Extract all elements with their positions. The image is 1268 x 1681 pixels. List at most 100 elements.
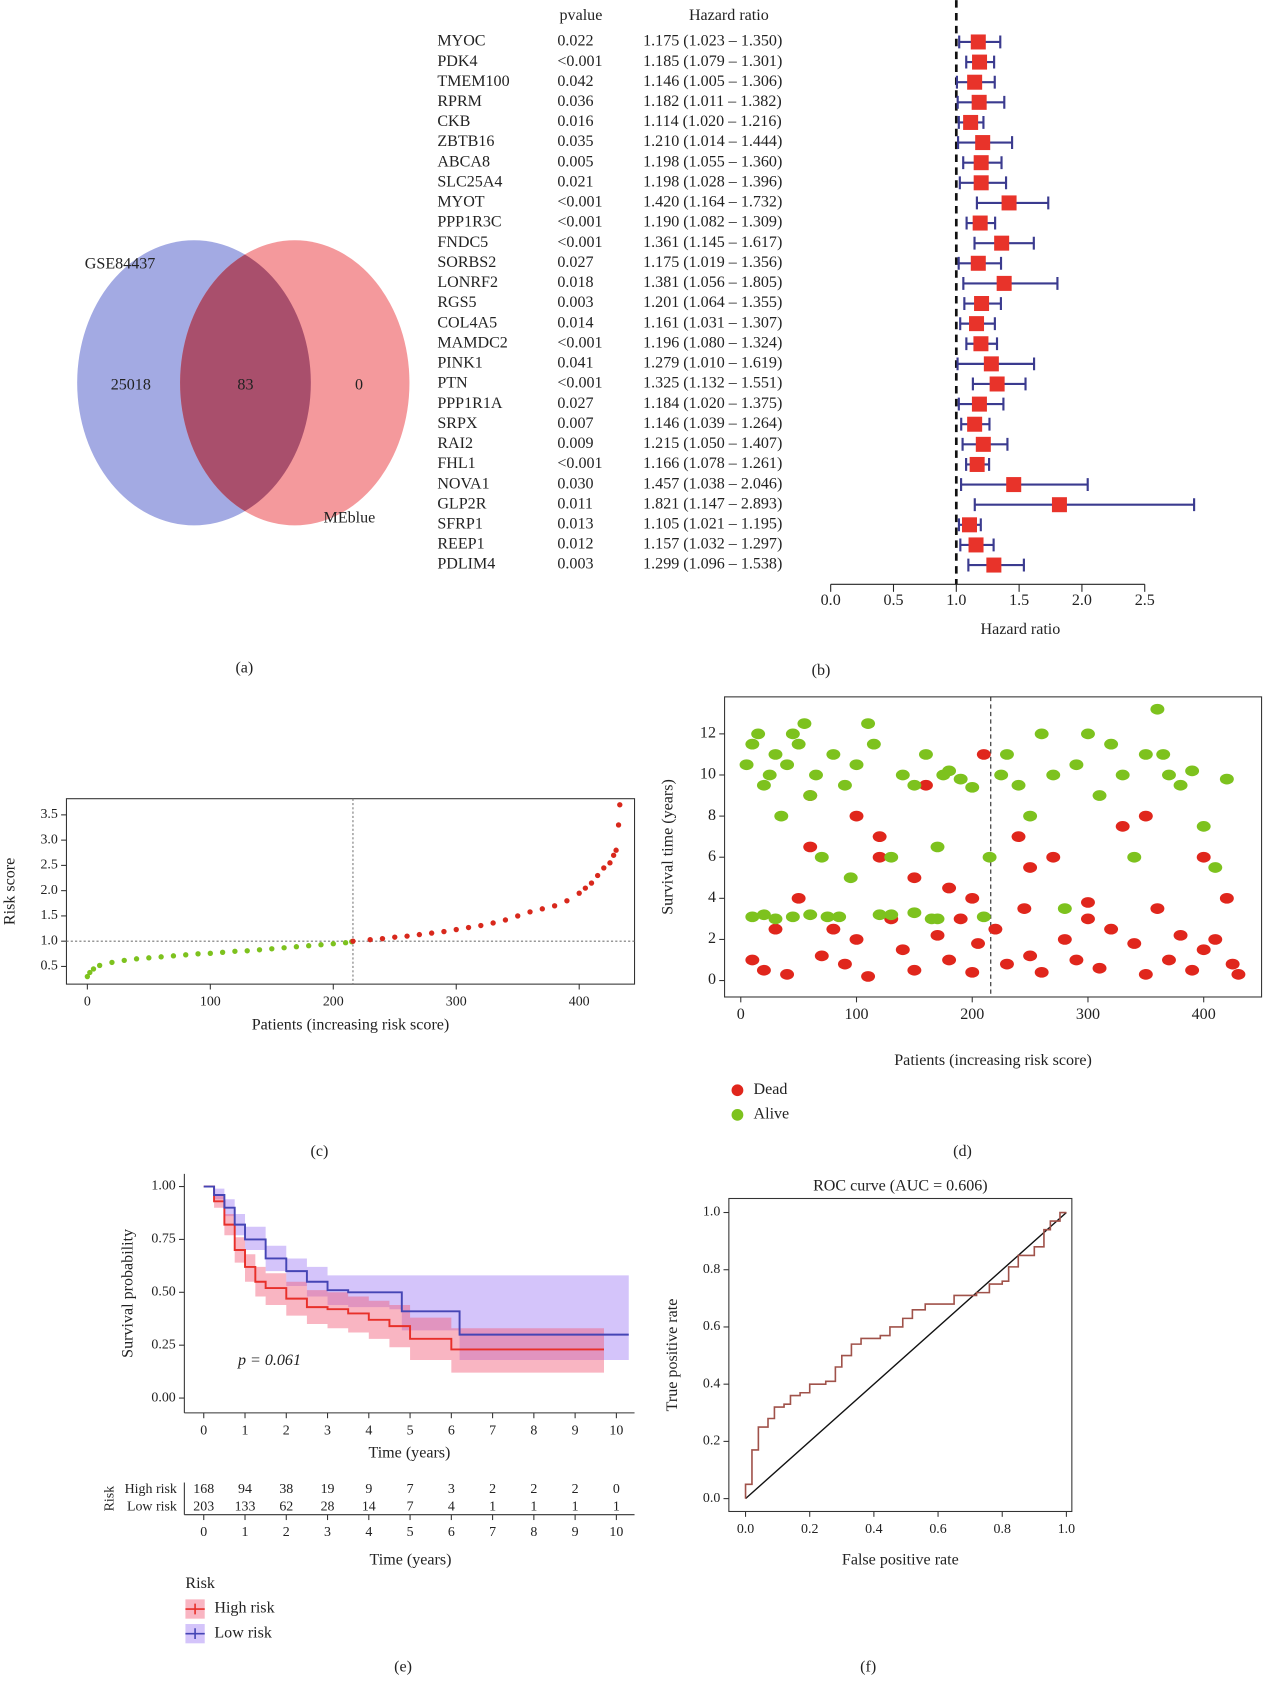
y-tick-label: 0.5: [40, 959, 57, 974]
point: [942, 882, 957, 894]
p-value: 0.027: [557, 254, 593, 271]
point: [942, 954, 957, 966]
p-value: 0.016: [557, 113, 593, 130]
hazard-ratio-box: [973, 155, 989, 171]
point: [367, 936, 373, 943]
risk-x-tick-label: 3: [324, 1525, 331, 1540]
point: [826, 923, 841, 935]
legend-label: Alive: [754, 1106, 790, 1123]
hazard-ratio-box: [986, 557, 1002, 573]
risk-x-tick-label: 10: [609, 1525, 623, 1540]
point: [170, 953, 177, 959]
point: [988, 923, 1003, 935]
point: [1138, 969, 1153, 980]
point: [1127, 851, 1142, 863]
point: [392, 934, 398, 940]
x-tick-label: 0.0: [821, 592, 841, 609]
point: [756, 909, 771, 921]
point: [306, 943, 312, 949]
point: [232, 948, 238, 954]
point: [809, 769, 823, 781]
p-value: <0.001: [557, 234, 602, 251]
x-tick-label: 400: [569, 995, 590, 1010]
y-axis-label: Survival probability: [119, 1229, 136, 1358]
risk-x-tick-label: 6: [448, 1525, 455, 1540]
gene-name: COL4A5: [437, 314, 497, 331]
point: [791, 892, 806, 904]
legend-label: Dead: [754, 1081, 788, 1098]
hazard-ratio-box: [975, 135, 991, 151]
point: [768, 913, 783, 925]
p-value: 0.003: [557, 294, 593, 311]
risk-count: 3: [448, 1482, 455, 1497]
hazard-ratio-label: 1.381 (1.056 – 1.805): [643, 274, 782, 291]
point: [1162, 769, 1176, 781]
point: [207, 950, 213, 956]
p-value: 0.035: [557, 133, 593, 150]
x-tick-label: 100: [844, 1006, 868, 1023]
hazard-ratio-box: [972, 54, 988, 70]
point: [1219, 892, 1234, 904]
hazard-ratio-box: [969, 316, 985, 332]
point: [739, 759, 754, 771]
hazard-ratio-label: 1.146 (1.039 – 1.264): [643, 415, 782, 432]
point: [539, 906, 545, 912]
point: [872, 831, 887, 843]
point: [428, 930, 435, 936]
point: [774, 810, 789, 822]
gene-name: SLC25A4: [437, 173, 502, 190]
hazard-ratio-label: 1.325 (1.132 – 1.551): [643, 375, 782, 392]
point: [465, 924, 472, 931]
x-tick-label: 200: [323, 995, 344, 1010]
point: [1208, 862, 1223, 873]
x-tick-label: 4: [365, 1423, 372, 1438]
p-value: 0.003: [557, 556, 593, 573]
y-tick-label: 3.0: [40, 832, 57, 847]
y-tick-label: 3.5: [40, 807, 57, 822]
set-name: GSE84437: [85, 256, 156, 273]
region-count: 0: [355, 377, 363, 394]
point: [1069, 759, 1084, 771]
hazard-ratio-box: [989, 376, 1005, 392]
point: [515, 913, 521, 919]
y-axis-label: Survival time (years): [660, 779, 677, 915]
y-tick-label: 2.5: [40, 858, 57, 873]
plot-frame: [724, 696, 1263, 998]
point: [490, 920, 496, 926]
gene-name: RAI2: [437, 435, 473, 452]
x-axis-label: False positive rate: [842, 1551, 959, 1568]
risk-row-label: High risk: [125, 1482, 177, 1497]
point: [1081, 913, 1095, 925]
hazard-ratio-box: [967, 74, 983, 90]
point: [745, 911, 760, 923]
p-value: 0.007: [557, 415, 593, 432]
plot-frame: [728, 1197, 1073, 1513]
hazard-ratio-label: 1.821 (1.147 – 2.893): [643, 495, 782, 512]
y-tick-label: 2.0: [40, 883, 57, 898]
panel-label: (c): [310, 1143, 328, 1160]
gene-name: FHL1: [437, 455, 475, 472]
point: [318, 942, 324, 948]
point: [791, 738, 806, 750]
point: [1115, 821, 1130, 832]
point: [281, 945, 287, 951]
x-axis-label: Patients (increasing risk score): [894, 1052, 1092, 1069]
hazard-ratio-label: 1.175 (1.023 – 1.350): [643, 33, 782, 50]
p-value: 0.027: [557, 395, 593, 412]
legend-label: Low risk: [214, 1624, 273, 1641]
y-tick-label: 4: [708, 889, 716, 906]
risk-count: 28: [321, 1499, 335, 1514]
x-tick-label: 1: [242, 1423, 249, 1438]
confidence-band: [203, 1186, 629, 1360]
point: [330, 941, 336, 947]
p-value: <0.001: [557, 194, 602, 211]
point: [1104, 923, 1119, 935]
x-tick-label: 0.8: [994, 1522, 1011, 1537]
hazard-ratio-label: 1.201 (1.064 – 1.355): [643, 294, 782, 311]
set-overlap: [180, 240, 311, 526]
hazard-ratio-box: [971, 94, 987, 110]
point: [453, 926, 459, 933]
point: [478, 922, 484, 929]
gene-name: PPP1R1A: [437, 395, 503, 412]
